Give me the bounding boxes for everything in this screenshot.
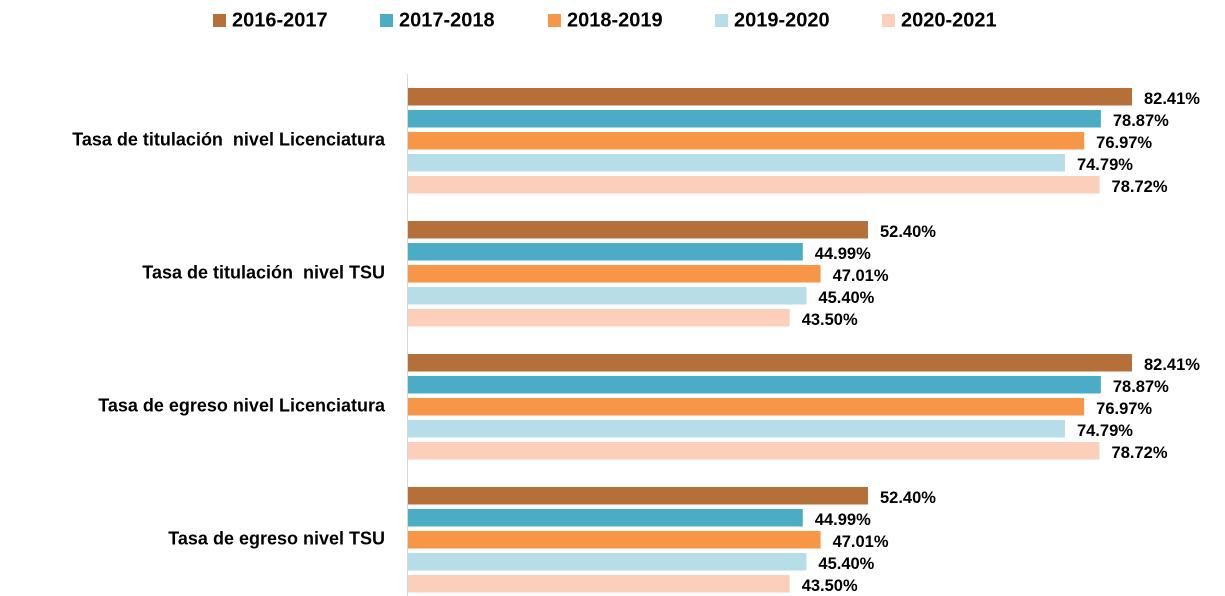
- value-label: 47.01%: [833, 267, 889, 285]
- bar: [408, 287, 807, 305]
- value-label: 44.99%: [815, 511, 871, 529]
- bar: [408, 132, 1085, 150]
- bar: [408, 531, 821, 549]
- bar: [408, 553, 807, 571]
- value-label: 76.97%: [1096, 134, 1152, 152]
- value-label: 45.40%: [818, 555, 874, 573]
- value-label: 78.72%: [1112, 444, 1168, 462]
- legend-swatch: [380, 14, 393, 27]
- legend-label: 2018-2019: [567, 9, 663, 31]
- category-label: Tasa de egreso nivel TSU: [168, 529, 385, 549]
- bar: [408, 176, 1100, 194]
- bar: [408, 154, 1065, 172]
- bar: [408, 376, 1101, 394]
- bar: [408, 243, 803, 261]
- value-label: 74.79%: [1077, 156, 1133, 174]
- category-label: Tasa de egreso nivel Licenciatura: [98, 396, 386, 416]
- legend-swatch: [882, 14, 895, 27]
- value-label: 47.01%: [833, 533, 889, 551]
- bar: [408, 487, 868, 505]
- value-label: 78.72%: [1112, 178, 1168, 196]
- legend-label: 2017-2018: [399, 9, 495, 31]
- bar: [408, 575, 790, 593]
- bar: [408, 420, 1065, 438]
- bar: [408, 110, 1101, 128]
- legend-swatch: [715, 14, 728, 27]
- value-label: 78.87%: [1113, 378, 1169, 396]
- bar: [408, 88, 1132, 106]
- value-label: 82.41%: [1144, 356, 1200, 374]
- legend-label: 2019-2020: [734, 9, 830, 31]
- value-label: 78.87%: [1113, 112, 1169, 130]
- legend-label: 2020-2021: [901, 9, 997, 31]
- legend-swatch: [548, 14, 561, 27]
- category-label: Tasa de titulación nivel TSU: [142, 263, 385, 283]
- legend-label: 2016-2017: [232, 9, 328, 31]
- bar: [408, 221, 868, 239]
- bar: [408, 509, 803, 527]
- value-label: 45.40%: [818, 289, 874, 307]
- value-label: 44.99%: [815, 245, 871, 263]
- value-label: 43.50%: [802, 577, 858, 595]
- bar: [408, 442, 1100, 460]
- legend-swatch: [213, 14, 226, 27]
- bar: [408, 265, 821, 283]
- value-label: 52.40%: [880, 489, 936, 507]
- category-label: Tasa de titulación nivel Licenciatura: [72, 130, 386, 150]
- value-label: 74.79%: [1077, 422, 1133, 440]
- bar: [408, 309, 790, 327]
- value-label: 76.97%: [1096, 400, 1152, 418]
- value-label: 43.50%: [802, 311, 858, 329]
- bar: [408, 398, 1085, 416]
- bar: [408, 354, 1132, 372]
- value-label: 82.41%: [1144, 90, 1200, 108]
- value-label: 52.40%: [880, 223, 936, 241]
